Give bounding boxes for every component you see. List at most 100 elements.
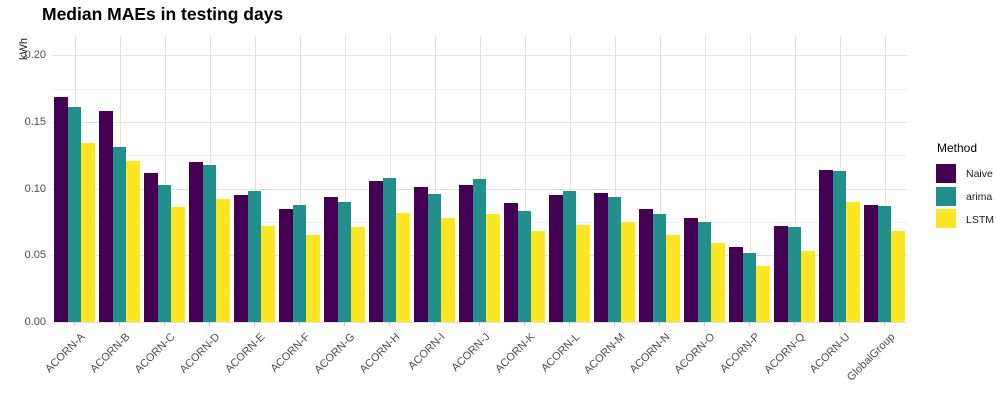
bar-naive-acorn-n	[639, 208, 653, 322]
bar-lstm-acorn-m	[621, 222, 635, 322]
x-tick-label: ACORN-F	[268, 331, 312, 375]
x-tick-label: ACORN-I	[405, 331, 447, 373]
bar-lstm-acorn-l	[576, 224, 590, 322]
bar-naive-acorn-a	[54, 96, 68, 322]
x-tick-label: ACORN-G	[311, 331, 357, 377]
x-tick-label: ACORN-E	[222, 331, 267, 376]
x-tick-label: ACORN-O	[671, 331, 717, 377]
x-tick-label: ACORN-K	[492, 331, 537, 376]
y-tick-label: 0.20	[24, 49, 46, 62]
legend-label: LSTM	[966, 213, 995, 226]
x-tick-mark	[478, 322, 481, 326]
x-tick-mark	[703, 322, 706, 326]
legend-item-arima: arima	[936, 186, 996, 209]
x-tick-mark	[613, 322, 616, 326]
bar-naive-acorn-l	[549, 195, 563, 322]
bar-naive-acorn-b	[99, 111, 113, 322]
bar-arima-acorn-h	[382, 178, 397, 322]
bar-lstm-acorn-p	[756, 266, 770, 322]
bar-naive-acorn-f	[279, 208, 293, 322]
bar-lstm-acorn-n	[666, 235, 680, 322]
x-tick-mark	[388, 322, 391, 326]
x-tick-label: ACORN-Q	[761, 331, 807, 377]
bar-lstm-globalgroup	[891, 231, 905, 322]
bar-lstm-acorn-q	[801, 251, 815, 322]
y-tick-label: 0.05	[24, 249, 46, 262]
bar-lstm-acorn-f	[306, 235, 320, 322]
x-tick-label: ACORN-J	[448, 331, 492, 375]
bar-naive-globalgroup	[864, 204, 878, 322]
x-tick-mark	[253, 322, 256, 326]
bar-arima-acorn-u	[832, 171, 847, 322]
bar-lstm-acorn-e	[261, 226, 275, 322]
bar-arima-acorn-k	[517, 211, 532, 322]
bar-arima-acorn-q	[787, 227, 802, 322]
bar-lstm-acorn-d	[216, 199, 230, 322]
y-tick-label: 0.15	[24, 116, 46, 128]
x-tick-label: ACORN-H	[357, 331, 402, 376]
bar-naive-acorn-g	[324, 196, 338, 322]
x-gridline-major	[479, 36, 481, 322]
bar-naive-acorn-o	[684, 218, 698, 322]
x-gridline-major	[434, 36, 436, 322]
x-gridline-major	[749, 36, 751, 322]
legend-item-lstm: LSTM	[936, 208, 996, 231]
x-gridline-major	[254, 36, 256, 322]
x-tick-label: ACORN-M	[581, 331, 627, 377]
x-gridline-major	[524, 36, 526, 322]
bar-naive-acorn-u	[819, 170, 833, 322]
bar-naive-acorn-m	[594, 192, 608, 322]
x-tick-label: ACORN-P	[717, 331, 762, 376]
bar-lstm-acorn-h	[396, 212, 410, 322]
y-tick-label: 0.00	[24, 316, 46, 328]
x-tick-label: ACORN-C	[132, 331, 177, 376]
bar-arima-acorn-e	[247, 191, 262, 322]
legend-swatch-arima-icon	[936, 186, 956, 206]
x-gridline-major	[164, 36, 166, 322]
x-tick-mark	[343, 322, 346, 326]
x-gridline-major	[569, 36, 571, 322]
bar-arima-acorn-m	[607, 196, 622, 322]
bar-arima-acorn-o	[697, 222, 712, 322]
bar-arima-acorn-l	[562, 191, 577, 322]
legend-label: arima	[966, 191, 993, 204]
x-tick-label: ACORN-D	[177, 331, 222, 376]
bar-lstm-acorn-o	[711, 243, 725, 322]
x-tick-mark	[208, 322, 211, 326]
legend-swatch-naive-icon	[936, 164, 956, 183]
x-tick-mark	[298, 322, 301, 326]
x-gridline-major	[794, 36, 796, 322]
bar-lstm-acorn-j	[486, 214, 500, 322]
x-tick-mark	[883, 322, 886, 326]
bar-arima-acorn-d	[202, 164, 217, 322]
bar-arima-acorn-c	[157, 184, 172, 322]
x-tick-mark	[568, 322, 571, 326]
bar-arima-acorn-a	[67, 107, 82, 322]
bar-arima-acorn-g	[337, 202, 352, 322]
bar-naive-acorn-q	[774, 226, 788, 322]
x-tick-mark	[73, 322, 76, 326]
legend-swatch-lstm-icon	[936, 209, 956, 229]
x-tick-label: ACORN-B	[87, 331, 132, 376]
x-tick-label: ACORN-A	[42, 331, 87, 376]
x-gridline-major	[299, 36, 301, 322]
bar-lstm-acorn-g	[351, 227, 365, 322]
bar-arima-acorn-j	[472, 179, 487, 322]
bar-naive-acorn-p	[729, 247, 743, 322]
x-gridline-major	[614, 36, 616, 322]
x-tick-mark	[523, 322, 526, 326]
x-tick-mark	[658, 322, 661, 326]
bar-naive-acorn-d	[189, 162, 203, 322]
bar-lstm-acorn-c	[171, 207, 185, 322]
bar-arima-globalgroup	[877, 206, 892, 322]
bar-lstm-acorn-k	[531, 231, 545, 322]
bar-arima-acorn-n	[652, 214, 667, 322]
x-tick-mark	[433, 322, 436, 326]
x-tick-label: ACORN-N	[627, 331, 672, 376]
legend-item-naive: Naive	[936, 163, 996, 186]
x-tick-mark	[838, 322, 841, 326]
bar-lstm-acorn-i	[441, 218, 455, 322]
x-tick-mark	[793, 322, 796, 326]
bar-naive-acorn-j	[459, 184, 473, 322]
